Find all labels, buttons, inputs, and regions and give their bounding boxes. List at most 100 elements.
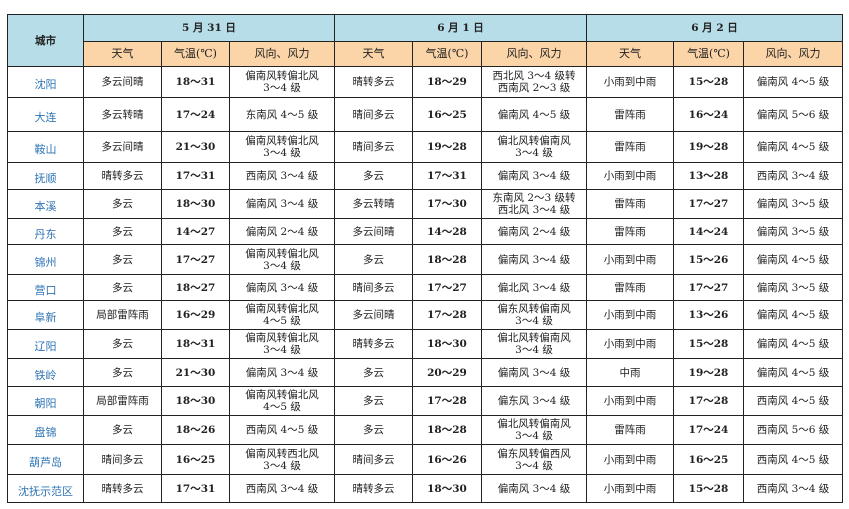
weather-header: 天气 [586,41,675,67]
city-cell: 营口 [7,274,84,301]
sub-header-row: 天气 气温(℃) 风向、风力 天气 气温(℃) 风向、风力 天气 气温(℃) 风向、风力 [8,41,844,67]
wind-cell: 偏南风 3～5 级 [743,189,844,219]
temperature-cell: 17～28 [412,386,482,416]
temperature-header: 气温(℃) [673,41,745,67]
table-row: 大连 多云转晴 17～24 东南风 4～5 级晴间多云 16～25 偏南风 4～5 级雷阵… [7,97,844,132]
temperature-cell: 15～28 [673,329,745,359]
wind-cell: 偏南风转偏北风 4～5 级 [229,300,335,330]
city-cell: 锦州 [7,244,84,275]
city-cell: 丹东 [7,218,84,245]
table-row: 抚顺 晴转多云 17～31 西南风 3～4 级多云 17～31 偏南风 3～4 级小雨到中… [7,162,844,190]
temperature-cell: 18～26 [161,415,230,445]
temperature-cell: 19～28 [673,131,745,163]
temperature-cell: 18～31 [161,66,230,98]
wind-cell: 偏南风 3～4 级 [229,189,335,219]
temperature-cell: 17～31 [161,474,230,503]
weather-cell: 小雨到中雨 [586,66,675,98]
wind-cell: 偏南风 4～5 级 [743,66,844,98]
wind-header: 风向、风力 [229,41,335,67]
temperature-cell: 18～30 [161,189,230,219]
weather-cell: 多云转晴 [334,189,413,219]
weather-cell: 多云 [83,218,162,245]
temperature-cell: 19～28 [412,131,482,163]
temperature-cell: 13～26 [673,300,745,330]
wind-cell: 偏北风 3～4 级 [480,274,588,301]
wind-cell: 偏南风 4～5 级 [743,329,844,359]
table-row: 朝阳 局部雷阵雨 18～30 偏南风转偏北风 4～5 级多云 17～28 偏东风 3～4 … [7,386,844,416]
city-cell: 本溪 [7,189,84,219]
wind-cell: 偏南风 3～4 级 [480,474,588,503]
city-cell: 葫芦岛 [7,444,84,475]
wind-header: 风向、风力 [480,41,588,67]
wind-cell: 偏南风 3～4 级 [480,358,588,387]
weather-cell: 多云 [334,244,413,275]
city-cell: 朝阳 [7,386,84,416]
wind-cell: 偏南风 4～5 级 [743,358,844,387]
temperature-cell: 13～28 [673,162,745,190]
weather-cell: 晴间多云 [334,444,413,475]
temperature-header: 气温(℃) [161,41,230,67]
wind-cell: 偏北风转偏南风 3～4 级 [480,131,588,163]
city-cell: 阜新 [7,300,84,330]
temperature-cell: 15～28 [673,474,745,503]
temperature-cell: 17～27 [673,274,745,301]
temperature-cell: 18～30 [412,329,482,359]
temperature-cell: 17～24 [673,415,745,445]
temperature-cell: 14～24 [673,218,745,245]
city-cell: 辽阳 [7,329,84,359]
wind-cell: 偏南风 3～4 级 [480,244,588,275]
wind-cell: 偏北风转偏南风 3～4 级 [480,415,588,445]
wind-cell: 偏南风 4～5 级 [743,244,844,275]
temperature-cell: 18～28 [412,244,482,275]
weather-cell: 多云间晴 [83,131,162,163]
wind-cell: 东南风 2～3 级转 西北风 3～4 级 [480,189,588,219]
weather-header: 天气 [83,41,162,67]
table-row: 本溪 多云 18～30 偏南风 3～4 级多云转晴 17～30 东南风 2～3 级转 西北… [7,189,844,219]
weather-cell: 小雨到中雨 [586,300,675,330]
temperature-cell: 18～28 [412,415,482,445]
table-row: 营口 多云 18～27 偏南风 3～4 级晴间多云 17～27 偏北风 3～4 级雷阵雨 1… [7,274,844,301]
wind-header: 风向、风力 [743,41,844,67]
wind-cell: 偏南风转偏北风 3～4 级 [229,244,335,275]
weather-cell: 多云 [83,329,162,359]
wind-cell: 西南风 3～4 级 [229,162,335,190]
weather-cell: 小雨到中雨 [586,474,675,503]
table-row: 沈抚示范区 晴转多云 17～31 西南风 3～4 级晴转多云 18～30 偏南风 3～4 … [7,474,844,503]
weather-cell: 小雨到中雨 [586,329,675,359]
city-cell: 沈阳 [7,66,84,98]
temperature-cell: 16～25 [161,444,230,475]
weather-cell: 局部雷阵雨 [83,300,162,330]
temperature-cell: 19～28 [673,358,745,387]
weather-forecast-table: 城市 5 月 31 日 6 月 1 日 6 月 2 日 天气 气温(℃) 风向、风力… [7,14,844,503]
weather-cell: 晴间多云 [334,131,413,163]
weather-cell: 雷阵雨 [586,97,675,132]
temperature-cell: 18～30 [161,386,230,416]
wind-cell: 偏南风 2～4 级 [229,218,335,245]
weather-cell: 小雨到中雨 [586,162,675,190]
weather-cell: 雷阵雨 [586,274,675,301]
city-cell: 沈抚示范区 [7,474,84,503]
table-row: 沈阳 多云间晴 18～31 偏南风转偏北风 3～4 级晴转多云 18～29 西北风 3～4… [7,66,844,98]
wind-cell: 西南风 4～5 级 [743,444,844,475]
wind-cell: 偏南风 4～5 级 [480,97,588,132]
temperature-cell: 16～24 [673,97,745,132]
temperature-cell: 17～27 [673,189,745,219]
temperature-cell: 14～28 [412,218,482,245]
temperature-cell: 16～25 [673,444,745,475]
weather-cell: 小雨到中雨 [586,244,675,275]
date-header: 5 月 31 日 [83,14,335,42]
date-header-row: 城市 5 月 31 日 6 月 1 日 6 月 2 日 [7,14,844,67]
table-row: 阜新 局部雷阵雨 16～29 偏南风转偏北风 4～5 级多云间晴 17～28 偏东风转偏南… [7,300,844,330]
temperature-cell: 18～30 [412,474,482,503]
temperature-cell: 17～24 [161,97,230,132]
city-column-header: 城市 [7,14,84,67]
temperature-cell: 15～28 [673,66,745,98]
wind-cell: 偏南风转偏北风 3～4 级 [229,131,335,163]
weather-cell: 晴间多云 [83,444,162,475]
wind-cell: 偏南风 3～4 级 [229,358,335,387]
wind-cell: 偏东风转偏西风 3～4 级 [480,444,588,475]
weather-cell: 雷阵雨 [586,131,675,163]
table-row: 丹东 多云 14～27 偏南风 2～4 级多云间晴 14～28 偏南风 2～4 级雷阵雨 1… [7,218,844,245]
table-row: 葫芦岛 晴间多云 16～25 偏南风转西北风 3～4 级晴间多云 16～26 偏东风转偏西… [7,444,844,475]
wind-cell: 偏南风 4～5 级 [743,131,844,163]
